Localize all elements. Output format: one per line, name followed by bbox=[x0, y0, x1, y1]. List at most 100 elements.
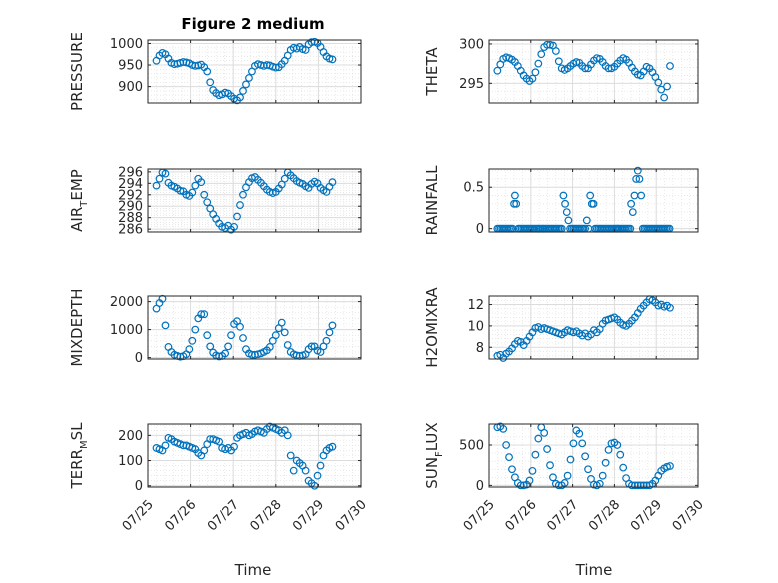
data-point bbox=[586, 191, 595, 200]
y-label-main: AIR bbox=[68, 207, 86, 232]
x-axis-label-left: Time bbox=[234, 561, 272, 579]
y-tick-label: 0 bbox=[135, 479, 143, 494]
x-tick-label: 07/27 bbox=[205, 497, 242, 534]
data-point bbox=[286, 451, 295, 460]
y-tick-label: 200 bbox=[118, 429, 143, 444]
data-point bbox=[628, 481, 636, 490]
data-point bbox=[239, 190, 247, 199]
data-point bbox=[161, 441, 170, 450]
data-point bbox=[584, 465, 592, 474]
data-point bbox=[636, 481, 645, 490]
data-point bbox=[543, 40, 552, 49]
data-point bbox=[639, 481, 648, 490]
x-tick-label: 07/26 bbox=[503, 497, 540, 534]
y-tick-label: 0 bbox=[476, 479, 484, 494]
y-tick-label: 10 bbox=[467, 319, 484, 334]
data-point bbox=[215, 352, 224, 361]
data-point bbox=[560, 479, 569, 487]
data-point bbox=[152, 181, 161, 190]
x-tick-label: 07/29 bbox=[628, 497, 665, 534]
data-point bbox=[502, 441, 511, 449]
subplot-5: 0 1000 2000 MIXDEPTH bbox=[68, 288, 362, 367]
subplot-6: 8 10 12 H2OMIXRA bbox=[423, 287, 699, 368]
data-point bbox=[534, 59, 543, 68]
y-axis-label: THETA bbox=[423, 47, 441, 97]
data-point bbox=[307, 342, 316, 351]
data-point bbox=[564, 216, 573, 225]
y-label-rest: SL bbox=[68, 422, 86, 441]
data-point bbox=[525, 476, 534, 485]
data-point bbox=[575, 429, 584, 438]
y-axis-label: SUNFLUX bbox=[423, 422, 445, 488]
data-point bbox=[245, 74, 253, 82]
x-tick-label: 07/30 bbox=[670, 497, 707, 534]
data-point bbox=[200, 446, 209, 455]
data-point bbox=[633, 481, 642, 490]
data-point bbox=[493, 66, 502, 75]
data-point bbox=[516, 481, 525, 490]
y-axis-label: AIRTEMP bbox=[68, 169, 90, 232]
axes-box bbox=[488, 295, 699, 360]
data-point bbox=[566, 455, 575, 464]
data-point bbox=[505, 453, 513, 462]
data-point bbox=[233, 212, 241, 221]
data-point bbox=[215, 437, 224, 446]
data-point bbox=[328, 442, 337, 451]
data-point bbox=[200, 190, 209, 199]
data-point bbox=[582, 216, 591, 225]
data-point bbox=[613, 441, 622, 449]
data-point bbox=[283, 341, 292, 349]
x-tick-label: 07/26 bbox=[162, 497, 199, 534]
data-point bbox=[531, 450, 540, 459]
y-tick-label: 500 bbox=[459, 439, 484, 454]
data-point bbox=[559, 191, 568, 200]
data-point bbox=[271, 63, 280, 72]
y-tick-label: 296 bbox=[118, 165, 143, 180]
y-axis-label: H2OMIXRA bbox=[423, 287, 441, 368]
y-label-subscript: M bbox=[79, 440, 90, 449]
data-point bbox=[322, 336, 331, 345]
y-label-rest: EMP bbox=[68, 169, 86, 200]
y-axis-label: MIXDEPTH bbox=[68, 288, 86, 366]
axes-box bbox=[488, 39, 699, 104]
axes-box bbox=[147, 423, 362, 488]
data-point bbox=[499, 424, 508, 433]
data-point bbox=[633, 166, 642, 175]
data-point bbox=[239, 87, 247, 95]
data-point bbox=[188, 188, 197, 197]
y-tick-label: 294 bbox=[118, 177, 143, 192]
data-point bbox=[230, 442, 238, 451]
data-point bbox=[657, 85, 666, 94]
data-point bbox=[236, 201, 244, 209]
figure-title: Figure 2 medium bbox=[181, 15, 324, 33]
data-point bbox=[197, 310, 206, 319]
y-tick-label: 12 bbox=[467, 298, 484, 313]
x-tick-label: 07/29 bbox=[290, 497, 327, 534]
data-point bbox=[666, 62, 674, 70]
x-tick-label: 07/28 bbox=[586, 497, 623, 534]
y-tick-label: 1000 bbox=[110, 323, 143, 338]
y-tick-label: 290 bbox=[118, 200, 143, 215]
data-point bbox=[280, 328, 289, 337]
data-point bbox=[534, 434, 543, 443]
data-point bbox=[239, 334, 247, 342]
y-label-subscript: T bbox=[79, 200, 90, 208]
data-point bbox=[537, 50, 546, 59]
data-point bbox=[528, 466, 537, 475]
data-point bbox=[161, 321, 170, 330]
data-point bbox=[589, 199, 598, 208]
subplot-7: 07/25 07/26 07/27 07/28 07/29 07/30 0 100 200 TER… bbox=[68, 422, 370, 534]
data-point bbox=[569, 439, 578, 448]
y-tick-label: 950 bbox=[118, 59, 143, 74]
data-point bbox=[203, 67, 212, 76]
data-point bbox=[236, 322, 244, 331]
data-point bbox=[277, 318, 286, 327]
y-tick-label: 0.5 bbox=[463, 181, 484, 196]
data-point bbox=[546, 461, 554, 470]
y-tick-label: 0 bbox=[476, 222, 484, 237]
data-point bbox=[242, 80, 250, 89]
x-tick-label: 07/28 bbox=[248, 497, 285, 534]
data-point bbox=[512, 199, 521, 208]
